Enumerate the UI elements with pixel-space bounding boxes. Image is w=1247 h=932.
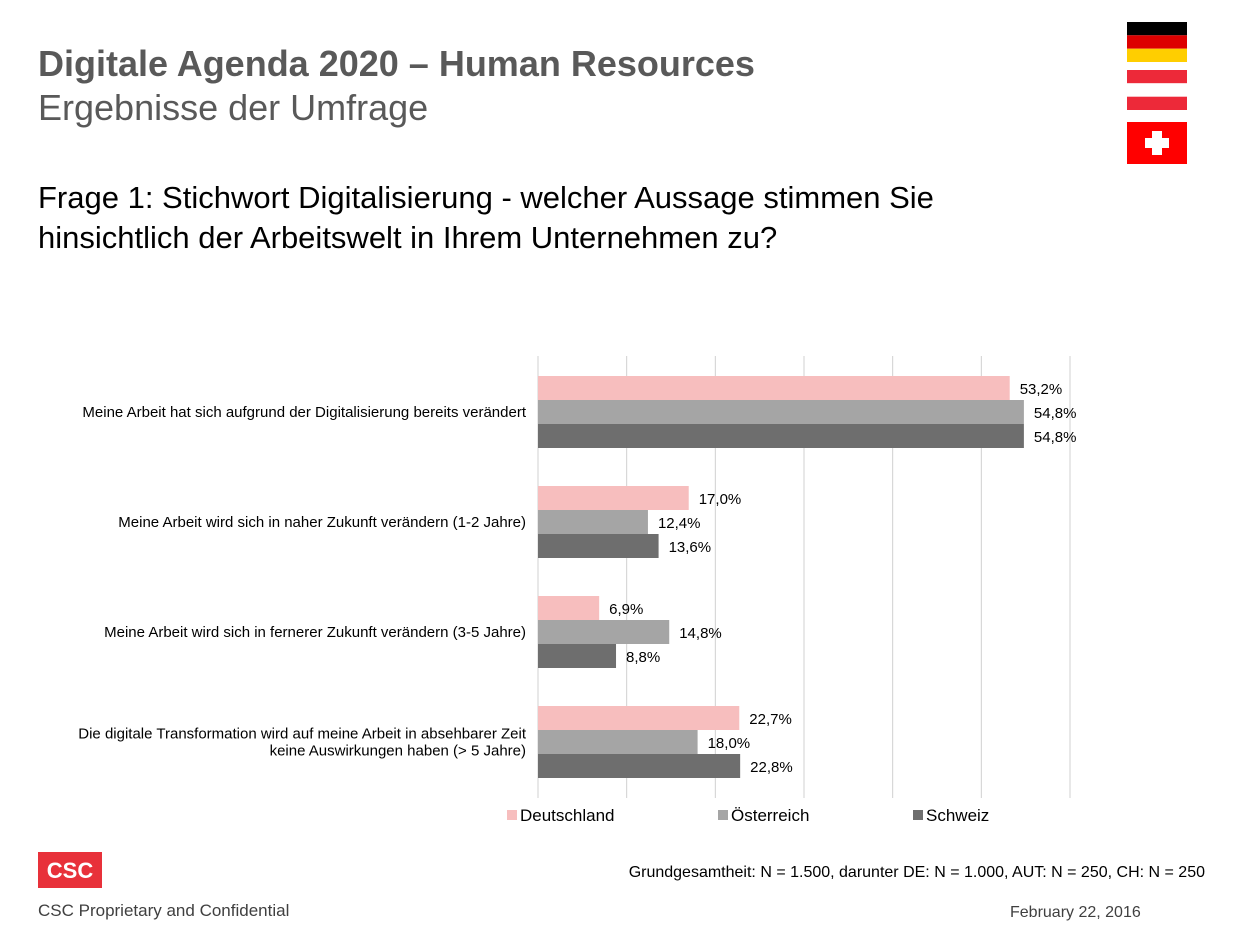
legend-label: Schweiz <box>926 806 989 825</box>
document-date: February 22, 2016 <box>1010 904 1141 921</box>
legend-swatch <box>913 810 923 820</box>
legend-swatch <box>507 810 517 820</box>
bar-deutschland <box>538 486 689 510</box>
data-label: 13,6% <box>669 539 712 556</box>
bar-österreich <box>538 400 1024 424</box>
data-label: 53,2% <box>1020 381 1063 398</box>
data-label: 54,8% <box>1034 405 1077 422</box>
legend-label: Deutschland <box>520 806 615 825</box>
data-label: 6,9% <box>609 601 643 618</box>
data-label: 22,8% <box>750 759 793 776</box>
data-label: 12,4% <box>658 515 701 532</box>
page-title: Digitale Agenda 2020 – Human Resources <box>38 43 755 84</box>
bar-schweiz <box>538 754 741 778</box>
bar-österreich <box>538 510 648 534</box>
data-label: 54,8% <box>1034 429 1077 446</box>
legend-label: Österreich <box>731 806 809 825</box>
bar-schweiz <box>538 644 617 668</box>
austria-flag-icon <box>1127 70 1187 110</box>
category-label: keine Auswirkungen haben (> 5 Jahre) <box>270 743 526 760</box>
category-label: Meine Arbeit wird sich in fernerer Zukun… <box>104 624 526 641</box>
question-line-2: hinsichtlich der Arbeitswelt in Ihrem Un… <box>38 220 778 255</box>
category-label: Meine Arbeit wird sich in naher Zukunft … <box>118 514 526 531</box>
legend-swatch <box>718 810 728 820</box>
csc-logo: CSC <box>38 852 102 888</box>
bar-schweiz <box>538 424 1024 448</box>
csc-logo-text: CSC <box>47 858 94 883</box>
data-label: 22,7% <box>749 711 792 728</box>
bar-deutschland <box>538 706 740 730</box>
proprietary-notice: CSC Proprietary and Confidential <box>38 901 290 920</box>
sample-size-note: Grundgesamtheit: N = 1.500, darunter DE:… <box>628 864 1205 881</box>
bar-deutschland <box>538 596 600 620</box>
bar-österreich <box>538 620 670 644</box>
category-label: Die digitale Transformation wird auf mei… <box>78 726 527 743</box>
data-label: 8,8% <box>626 649 660 666</box>
data-label: 18,0% <box>708 735 751 752</box>
survey-question: Frage 1: Stichwort Digitalisierung - wel… <box>38 178 1118 258</box>
germany-flag-icon <box>1127 22 1187 62</box>
bar-deutschland <box>538 376 1010 400</box>
question-line-1: Frage 1: Stichwort Digitalisierung - wel… <box>38 180 934 215</box>
page-subtitle: Ergebnisse der Umfrage <box>38 87 429 128</box>
bar-österreich <box>538 730 698 754</box>
bar-schweiz <box>538 534 659 558</box>
data-label: 14,8% <box>679 625 722 642</box>
category-label: Meine Arbeit hat sich aufgrund der Digit… <box>82 404 526 421</box>
switzerland-flag-icon <box>1127 122 1187 164</box>
data-label: 17,0% <box>699 491 742 508</box>
